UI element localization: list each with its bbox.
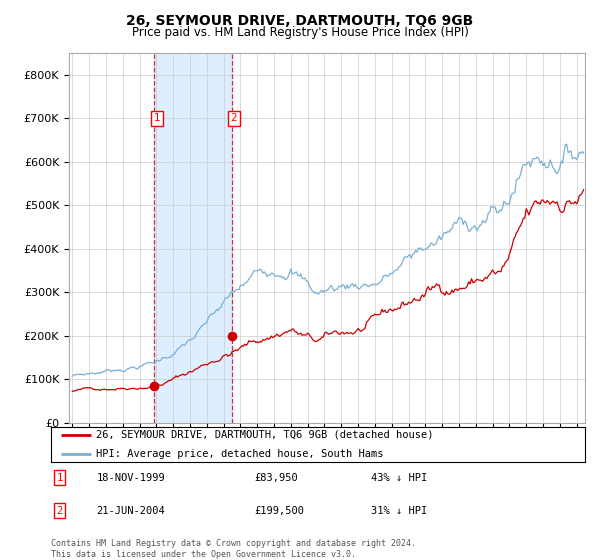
Text: £199,500: £199,500: [254, 506, 304, 516]
Text: 18-NOV-1999: 18-NOV-1999: [97, 473, 165, 483]
Text: 1: 1: [56, 473, 62, 483]
Text: £83,950: £83,950: [254, 473, 298, 483]
Text: 26, SEYMOUR DRIVE, DARTMOUTH, TQ6 9GB: 26, SEYMOUR DRIVE, DARTMOUTH, TQ6 9GB: [127, 14, 473, 28]
Bar: [567, 53, 593, 423]
Text: 2: 2: [56, 506, 62, 516]
Text: Contains HM Land Registry data © Crown copyright and database right 2024.
This d: Contains HM Land Registry data © Crown c…: [51, 539, 416, 559]
Bar: [154, 53, 232, 423]
Text: 31% ↓ HPI: 31% ↓ HPI: [371, 506, 428, 516]
Bar: [567, 53, 593, 423]
Text: 21-JUN-2004: 21-JUN-2004: [97, 506, 165, 516]
Text: HPI: Average price, detached house, South Hams: HPI: Average price, detached house, Sout…: [97, 449, 384, 459]
Text: 2: 2: [231, 114, 238, 123]
Text: 43% ↓ HPI: 43% ↓ HPI: [371, 473, 428, 483]
Text: 26, SEYMOUR DRIVE, DARTMOUTH, TQ6 9GB (detached house): 26, SEYMOUR DRIVE, DARTMOUTH, TQ6 9GB (d…: [97, 430, 434, 440]
Text: 1: 1: [154, 114, 160, 123]
Text: Price paid vs. HM Land Registry's House Price Index (HPI): Price paid vs. HM Land Registry's House …: [131, 26, 469, 39]
